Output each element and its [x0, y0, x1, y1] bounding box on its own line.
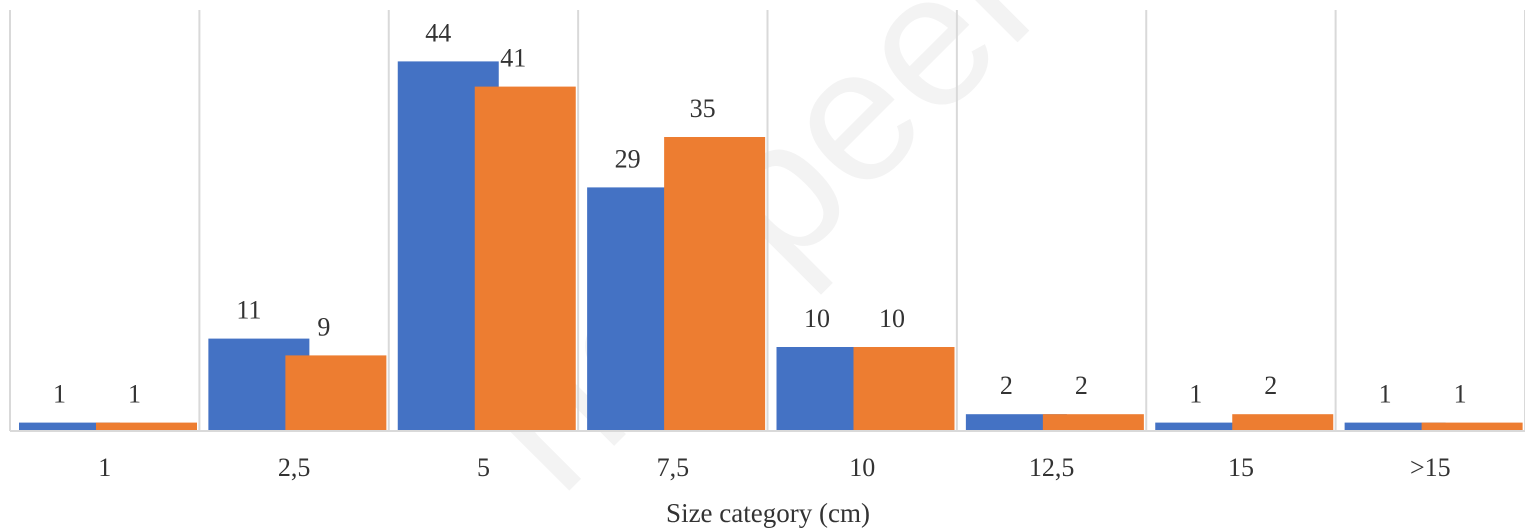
- data-label: 1: [1454, 380, 1467, 409]
- bar-series-2: [285, 355, 387, 431]
- data-label: 1: [1379, 380, 1392, 409]
- category-tick-label: 2,5: [278, 453, 311, 482]
- data-label: 41: [500, 44, 526, 73]
- category-gridlines: [9, 10, 1525, 431]
- data-label: 2: [1075, 371, 1088, 400]
- data-label: 2: [1000, 371, 1013, 400]
- bar-series-1: [1344, 422, 1446, 431]
- bars: [19, 61, 1523, 432]
- data-label: 35: [690, 94, 716, 123]
- data-label: 1: [53, 380, 66, 409]
- bar-series-1: [965, 414, 1067, 431]
- bar-series-2: [664, 137, 766, 431]
- category-tick-label: 15: [1228, 453, 1254, 482]
- data-label: 10: [804, 304, 830, 333]
- data-label: 29: [615, 144, 641, 173]
- data-label: 11: [236, 296, 261, 325]
- bar-series-2: [1232, 414, 1334, 431]
- data-label: 9: [317, 312, 330, 341]
- bar-series-2: [96, 422, 197, 431]
- category-tick-label: 1: [98, 453, 111, 482]
- bar-series-2: [1421, 422, 1523, 431]
- data-label: 10: [879, 304, 905, 333]
- data-label: 1: [128, 380, 141, 409]
- category-tick-label: 10: [849, 453, 875, 482]
- data-label: 2: [1264, 371, 1277, 400]
- category-tick-label: 12,5: [1029, 453, 1075, 482]
- bar-series-1: [1155, 422, 1257, 431]
- bar-series-1: [19, 422, 120, 431]
- category-tick-label: >15: [1410, 453, 1451, 482]
- category-tick-label: 5: [477, 453, 490, 482]
- bar-series-2: [853, 347, 955, 431]
- bar-series-2: [474, 86, 576, 431]
- x-axis-label: Size category (cm): [666, 498, 870, 528]
- category-tick-labels: 1 2,5 5 7,5 10 12,5 15 >15: [98, 453, 1450, 482]
- bar-series-2: [1042, 414, 1144, 431]
- data-label: 44: [425, 18, 451, 47]
- data-label: 1: [1189, 380, 1202, 409]
- category-tick-label: 7,5: [657, 453, 690, 482]
